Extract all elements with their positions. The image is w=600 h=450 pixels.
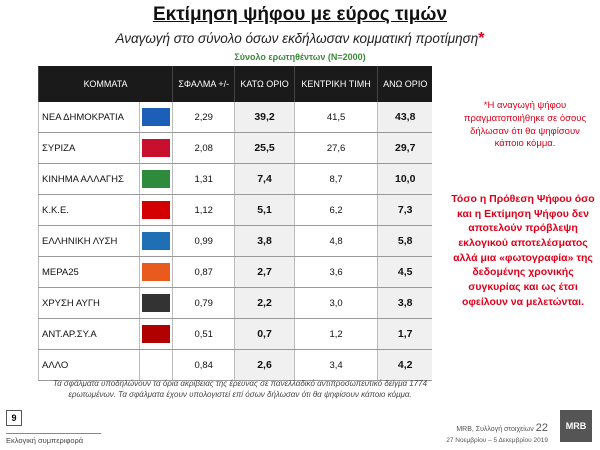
value-cell: 0,99 xyxy=(172,225,235,257)
error-note: Τα σφάλματα υποδηλώνουν τα όρια ακρίβεια… xyxy=(52,379,428,400)
party-name: ΝΕΑ ΔΗΜΟΚΡΑΤΙΑ xyxy=(38,102,140,133)
party-name: ΑΛΛΟ xyxy=(38,349,140,381)
party-name: ΕΛΛΗΝΙΚΗ ΛΥΣΗ xyxy=(38,225,140,257)
table-body: ΝΕΑ ΔΗΜΟΚΡΑΤΙΑ 2,29 39,2 41,5 43,8 ΣΥΡΙΖΑ 2,08… xyxy=(38,102,432,381)
party-name: Κ.Κ.Ε. xyxy=(38,194,140,226)
party-logo xyxy=(141,232,170,250)
value-cell: 7,4 xyxy=(234,163,295,195)
column-header: ΣΦΑΛΜΑ +/- xyxy=(172,66,235,102)
logo-cell xyxy=(138,132,173,164)
table-row: ΕΛΛΗΝΙΚΗ ΛΥΣΗ 0,99 3,8 4,8 5,8 xyxy=(38,225,432,257)
table-row: ΑΛΛΟ 0,84 2,6 3,4 4,2 xyxy=(38,349,432,381)
value-cell: 2,2 xyxy=(234,287,295,319)
header-row: ΚΟΜΜΑΤΑ ΣΦΑΛΜΑ +/- ΚΑΤΩ ΟΡΙΟ ΚΕΝΤΡΙΚΗ ΤΙΜΗ Α… xyxy=(37,66,432,102)
disclaimer: Τόσο η Πρόθεση Ψήφου όσο και η Εκτίμηση … xyxy=(451,193,595,308)
column-header: ΑΝΩ ΟΡΙΟ xyxy=(377,66,432,102)
value-cell: 3,8 xyxy=(234,225,295,257)
value-cell: 2,6 xyxy=(234,349,295,381)
value-cell: 5,1 xyxy=(234,194,295,226)
footnote-note: *Η αναγωγή ψήφου πραγματοποιήθηκε σε όσο… xyxy=(463,100,587,150)
value-cell: 5,8 xyxy=(377,225,432,257)
value-cell: 39,2 xyxy=(234,102,295,133)
party-logo xyxy=(141,263,170,281)
value-cell: 2,7 xyxy=(234,256,295,288)
subtitle: Αναγωγή στο σύνολο όσων εκδήλωσαν κομματ… xyxy=(0,30,600,48)
logo-cell xyxy=(138,102,173,133)
value-cell: 0,79 xyxy=(172,287,235,319)
party-logo xyxy=(141,170,170,188)
table-row: ΝΕΑ ΔΗΜΟΚΡΑΤΙΑ 2,29 39,2 41,5 43,8 xyxy=(38,102,432,133)
value-cell: 1,12 xyxy=(172,194,235,226)
estimate-table: ΚΟΜΜΑΤΑ ΣΦΑΛΜΑ +/- ΚΑΤΩ ΟΡΙΟ ΚΕΝΤΡΙΚΗ ΤΙΜΗ Α… xyxy=(37,66,432,381)
dates: 27 Νοεμβρίου – 5 Δεκεμβρίου 2019 xyxy=(446,437,548,444)
value-cell: 0,87 xyxy=(172,256,235,288)
asterisk: * xyxy=(478,30,485,47)
value-cell: 27,6 xyxy=(293,132,378,164)
party-name: ΚΙΝΗΜΑ ΑΛΛΑΓΗΣ xyxy=(38,163,140,195)
value-cell: 7,3 xyxy=(377,194,432,226)
value-cell: 3,4 xyxy=(293,349,378,381)
value-cell: 4,2 xyxy=(377,349,432,381)
value-cell: 4,5 xyxy=(377,256,432,288)
table-row: ΜΕΡΑ25 0,87 2,7 3,6 4,5 xyxy=(38,256,432,288)
party-logo xyxy=(141,108,170,126)
table-row: ΧΡΥΣΗ ΑΥΓΗ 0,79 2,2 3,0 3,8 xyxy=(38,287,432,319)
column-header: ΚΕΝΤΡΙΚΗ ΤΙΜΗ xyxy=(293,66,378,102)
logo-cell xyxy=(138,163,173,195)
party-logo xyxy=(141,294,170,312)
party-logo xyxy=(141,201,170,219)
subtitle-text: Αναγωγή στο σύνολο όσων εκδήλωσαν κομματ… xyxy=(115,31,479,46)
value-cell: 25,5 xyxy=(234,132,295,164)
logo: MRB xyxy=(560,410,592,442)
source: MRB, Συλλογή στοιχείων 22 xyxy=(456,422,548,434)
value-cell: 0,51 xyxy=(172,318,235,350)
logo-cell xyxy=(138,256,173,288)
value-cell: 8,7 xyxy=(293,163,378,195)
column-header: ΚΑΤΩ ΟΡΙΟ xyxy=(234,66,295,102)
value-cell: 43,8 xyxy=(377,102,432,133)
logo-cell xyxy=(138,349,173,381)
logo-cell xyxy=(138,287,173,319)
value-cell: 0,84 xyxy=(172,349,235,381)
sample-size: Σύνολο ερωτηθέντων (N=2000) xyxy=(234,52,366,62)
slide-number: 22 xyxy=(535,422,548,434)
logo-cell xyxy=(138,225,173,257)
value-cell: 3,8 xyxy=(377,287,432,319)
source-text: MRB, Συλλογή στοιχείων xyxy=(456,426,534,433)
value-cell: 1,7 xyxy=(377,318,432,350)
value-cell: 3,6 xyxy=(293,256,378,288)
logo-cell xyxy=(138,318,173,350)
value-cell: 1,2 xyxy=(293,318,378,350)
value-cell: 3,0 xyxy=(293,287,378,319)
value-cell: 2,29 xyxy=(172,102,235,133)
party-name: ΜΕΡΑ25 xyxy=(38,256,140,288)
table-row: ΑΝΤ.ΑΡ.ΣΥ.Α 0,51 0,7 1,2 1,7 xyxy=(38,318,432,350)
party-name: ΑΝΤ.ΑΡ.ΣΥ.Α xyxy=(38,318,140,350)
page-number: 9 xyxy=(6,410,22,426)
party-logo xyxy=(141,139,170,157)
value-cell: 4,8 xyxy=(293,225,378,257)
value-cell: 0,7 xyxy=(234,318,295,350)
table-row: ΚΙΝΗΜΑ ΑΛΛΑΓΗΣ 1,31 7,4 8,7 10,0 xyxy=(38,163,432,195)
value-cell: 41,5 xyxy=(293,102,378,133)
value-cell: 29,7 xyxy=(377,132,432,164)
party-name: ΧΡΥΣΗ ΑΥΓΗ xyxy=(38,287,140,319)
value-cell: 6,2 xyxy=(293,194,378,226)
logo-cell xyxy=(138,194,173,226)
party-logo xyxy=(141,325,170,343)
value-cell: 2,08 xyxy=(172,132,235,164)
table-row: ΣΥΡΙΖΑ 2,08 25,5 27,6 29,7 xyxy=(38,132,432,164)
section-name: Εκλογική συμπεριφορά xyxy=(6,433,101,445)
table-row: Κ.Κ.Ε. 1,12 5,1 6,2 7,3 xyxy=(38,194,432,226)
party-name: ΣΥΡΙΖΑ xyxy=(38,132,140,164)
column-header: ΚΟΜΜΑΤΑ xyxy=(37,66,173,102)
value-cell: 10,0 xyxy=(377,163,432,195)
value-cell: 1,31 xyxy=(172,163,235,195)
title: Εκτίμηση ψήφου με εύρος τιμών xyxy=(152,4,448,25)
